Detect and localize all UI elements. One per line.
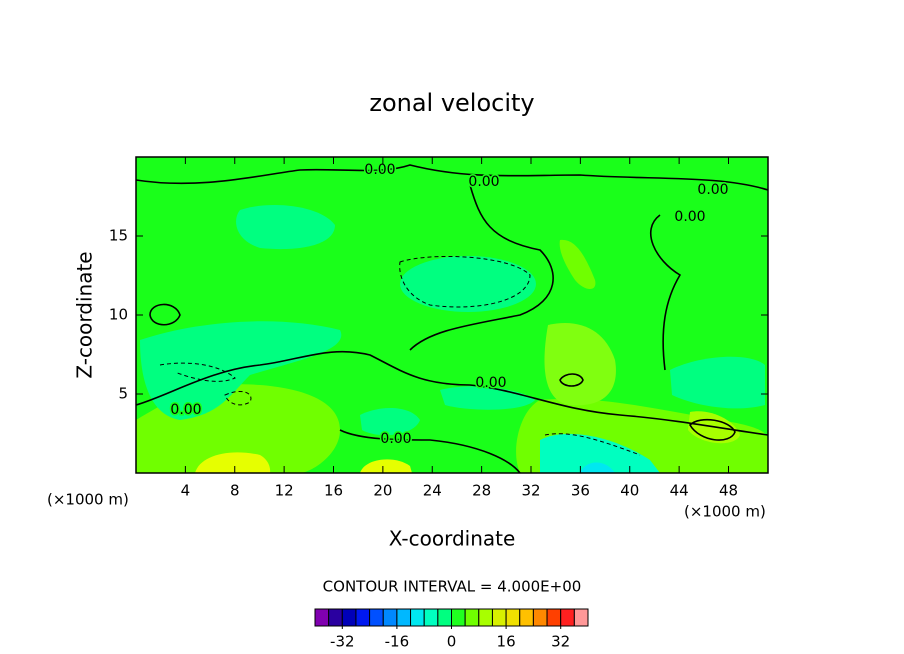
colorbar-box [396,608,412,627]
colorbar-box [505,608,521,627]
contour-line [136,350,768,436]
contour-label: 0.00 [170,402,201,418]
colorbar-box [369,608,384,627]
colorbar-box [423,608,439,627]
x-tick-label: 44 [670,482,689,500]
contour-label: 0.00 [697,182,728,198]
positive-region [544,323,616,406]
colorbar-box [355,608,371,627]
contour-line-dashed [159,362,236,382]
colorbar-box [546,608,562,627]
contour-line [688,418,736,441]
colorbar-box [560,608,575,627]
contour-label: 0.00 [674,209,705,225]
contour-line [409,184,554,351]
positive-region [559,239,596,289]
colorbar-box [410,608,425,627]
colorbar: -32 -16 0 16 32 [314,608,589,651]
x-unit-label: (×1000 m) [684,503,766,521]
x-unit-label: (×1000 m) [47,491,129,509]
x-tick-label: 24 [423,482,442,500]
colorbar-box [478,608,493,627]
x-tick-label: 28 [472,482,491,500]
colorbar-box [328,608,343,627]
contour-label: 0.00 [364,162,395,178]
colorbar-box [341,608,357,627]
negative-region [540,433,660,473]
x-tick-label: 16 [324,482,343,500]
colorbar-box [532,608,548,627]
x-tick-label: 20 [373,482,392,500]
colorbar-box [464,608,480,627]
colorbar-tick-label: 32 [551,633,570,651]
x-tick-label: 32 [521,482,540,500]
x-tick-label: 12 [275,482,294,500]
colorbar-box [519,608,534,627]
colorbar-box [382,608,398,627]
contour-line [136,164,768,191]
negative-region [670,356,765,409]
contour-line [149,303,181,326]
y-tick-label: 10 [109,306,128,324]
contour-interval: CONTOUR INTERVAL = 4.000E+00 [323,578,582,596]
colorbar-box [491,608,507,627]
negative-region [140,321,342,420]
colorbar-box [437,608,453,627]
contour-line-dashed [544,433,641,456]
colorbar-tick-label: -16 [385,633,410,651]
max-region [360,459,412,473]
colorbar-box [573,608,589,627]
x-tick-label: 4 [181,482,191,500]
negative-region [236,205,335,250]
y-tick-label: 5 [118,385,128,403]
chart-title: zonal velocity [369,89,534,117]
contour-label: 0.00 [468,174,499,190]
negative-region [400,256,536,312]
x-tick-label: 48 [719,482,738,500]
colorbar-tick-label: -32 [330,633,355,651]
y-tick-label: 15 [109,227,128,245]
x-tick-label: 8 [230,482,240,500]
x-axis-label: X-coordinate [389,527,516,551]
contour-label: 0.00 [380,431,411,447]
colorbar-tick-label: 16 [497,633,516,651]
y-axis-label: Z-coordinate [73,251,97,378]
contour-field [136,157,768,473]
max-region [195,452,271,473]
negative-region [580,462,615,473]
contour-line [559,373,584,387]
colorbar-box [451,608,466,627]
negative-region [360,408,420,436]
colorbar-tick-label: 0 [447,633,457,651]
x-tick-label: 36 [571,482,590,500]
colorbar-box [314,608,330,627]
contour-line [649,214,682,371]
x-tick-label: 40 [620,482,639,500]
contour-label: 0.00 [475,375,506,391]
contour-line [339,429,521,473]
contour-labels: 0.00 0.00 0.00 0.00 0.00 0.00 0.00 [169,161,730,449]
